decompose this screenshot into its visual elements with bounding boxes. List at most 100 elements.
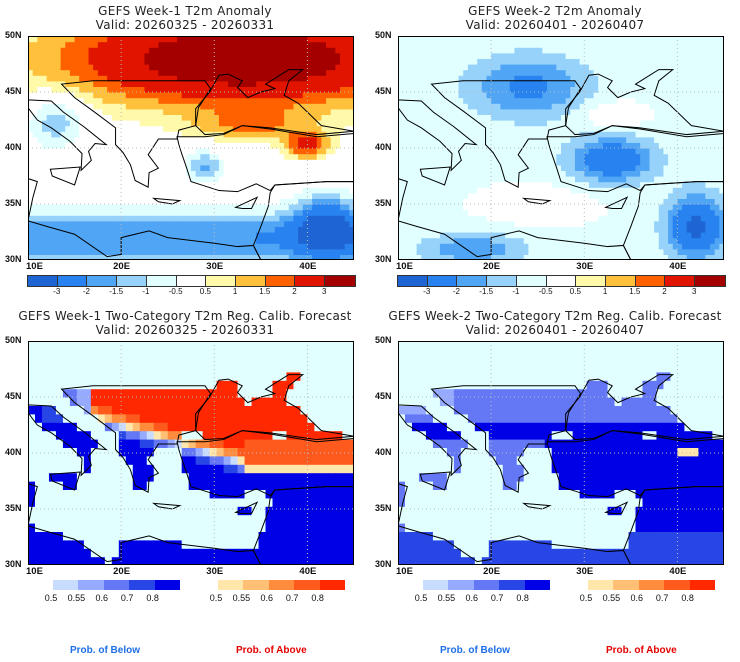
heatmap-cell [533, 215, 539, 222]
heatmap-cell [107, 159, 113, 166]
heatmap-cell [349, 164, 354, 171]
heatmap-cell [186, 69, 192, 76]
heatmap-cell [242, 114, 248, 121]
heatmap-cell [453, 192, 460, 199]
heatmap-cell [65, 131, 71, 138]
heatmap-cell [326, 215, 332, 222]
heatmap-cell [574, 69, 581, 76]
heatmap-cell [640, 181, 646, 188]
heatmap-cell [640, 232, 646, 239]
heatmap-cell [598, 92, 604, 99]
heatmap-cell [640, 209, 646, 216]
heatmap-cell [593, 164, 599, 171]
heatmap-cell [330, 187, 336, 194]
heatmap-cell [621, 36, 627, 43]
heatmap-cell [167, 69, 173, 76]
heatmap-cell [232, 114, 239, 121]
heatmap-cell [570, 237, 576, 244]
heatmap-cell [467, 209, 474, 216]
heatmap-cell [32, 52, 38, 59]
heatmap-cell [519, 75, 525, 82]
heatmap-cell [298, 254, 304, 260]
heatmap-cell [326, 204, 332, 211]
heatmap-cell [144, 131, 150, 138]
panel-week2-prob: GEFS Week-2 Two-Category T2m Reg. Calib.… [370, 305, 740, 605]
heatmap-cell [130, 248, 136, 255]
heatmap-cell [218, 226, 225, 233]
heatmap-cell [37, 69, 43, 76]
heatmap-cell [425, 80, 432, 87]
heatmap-cell [579, 58, 585, 65]
heatmap-cell [416, 108, 422, 115]
heatmap-cell [635, 254, 641, 260]
heatmap-cell [630, 114, 637, 121]
heatmap-cell [570, 170, 576, 177]
heatmap-cell [411, 136, 418, 143]
heatmap-cell [186, 41, 192, 48]
heatmap-cell [65, 187, 71, 194]
heatmap-cell [130, 198, 136, 205]
legend-prob-below: Prob. of Below [440, 645, 510, 656]
heatmap-cell [144, 176, 150, 183]
heatmap-cell [523, 64, 529, 71]
heatmap-cell [612, 187, 618, 194]
heatmap-cell [316, 215, 322, 222]
heatmap-cell [307, 220, 313, 227]
heatmap-cell [135, 153, 141, 160]
heatmap-cell [88, 204, 94, 211]
heatmap-cell [293, 248, 299, 255]
heatmap-cell [256, 209, 262, 216]
heatmap-cell [298, 120, 304, 127]
heatmap-cell [204, 164, 211, 171]
heatmap-cell [453, 47, 460, 54]
heatmap-cell [232, 159, 239, 166]
heatmap-cell [602, 108, 609, 115]
heatmap-cell [102, 58, 108, 65]
heatmap-cell [491, 176, 497, 183]
heatmap-cell [251, 125, 257, 132]
heatmap-cell [204, 209, 211, 216]
heatmap-cell [449, 86, 455, 93]
heatmap-cell [411, 164, 418, 171]
heatmap-cell [69, 36, 76, 43]
heatmap-cell [463, 58, 469, 65]
heatmap-cell [537, 204, 543, 211]
heatmap-cell [246, 103, 253, 110]
heatmap-cell [265, 153, 271, 160]
heatmap-cell [172, 243, 178, 250]
heatmap-cell [214, 226, 220, 233]
heatmap-cell [612, 41, 618, 48]
heatmap-cell [186, 170, 192, 177]
heatmap-cell [435, 75, 441, 82]
heatmap-cell [181, 131, 187, 138]
heatmap-cell [232, 75, 239, 82]
heatmap-cell [204, 58, 211, 65]
heatmap-cell [284, 80, 290, 87]
heatmap-cell [330, 226, 336, 233]
heatmap-cell [242, 220, 248, 227]
heatmap-cell [616, 237, 623, 244]
colorbar-tick-label: -2 [82, 287, 91, 296]
heatmap-cell [251, 209, 257, 216]
heatmap-cell [453, 120, 460, 127]
heatmap-cell [228, 125, 234, 132]
heatmap-cell [79, 69, 85, 76]
heatmap-cell [477, 75, 483, 82]
heatmap-cell [228, 47, 234, 54]
heatmap-cell [542, 120, 548, 127]
heatmap-cell [514, 120, 520, 127]
heatmap-cell [598, 159, 604, 166]
heatmap-cell [97, 204, 104, 211]
heatmap-cell [542, 243, 548, 250]
heatmap-cell [500, 181, 506, 188]
heatmap-cell [519, 243, 525, 250]
heatmap-cell [453, 248, 460, 255]
heatmap-cell [69, 176, 76, 183]
heatmap-cell [251, 232, 257, 239]
heatmap-cell [528, 47, 534, 54]
heatmap-cell [279, 209, 285, 216]
heatmap-cell [398, 92, 404, 99]
heatmap-cell [242, 159, 248, 166]
heatmap-cell [97, 103, 104, 110]
heatmap-cell [55, 198, 62, 205]
